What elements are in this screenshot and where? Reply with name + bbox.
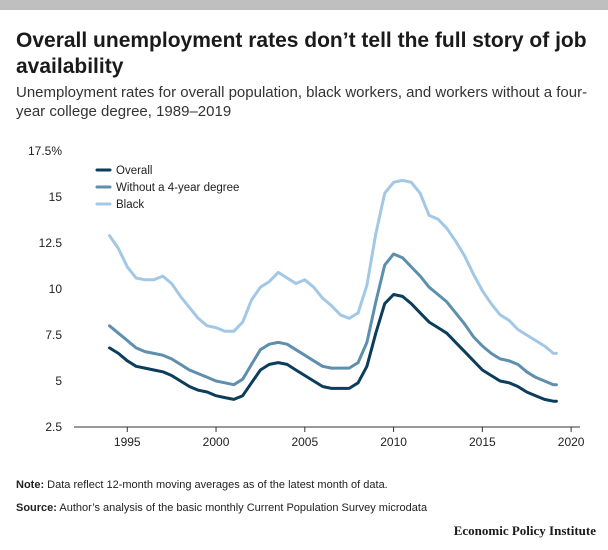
chart-title: Overall unemployment rates don’t tell th… bbox=[16, 29, 587, 78]
x-tick-label: 2020 bbox=[558, 435, 585, 449]
y-tick-label: 2.5 bbox=[45, 420, 62, 434]
note-line: Note: Data reflect 12-month moving avera… bbox=[16, 478, 596, 492]
y-tick-label: 15 bbox=[49, 190, 63, 204]
x-tick-label: 1995 bbox=[114, 435, 141, 449]
series-line-1 bbox=[108, 293, 558, 403]
y-tick-label: 10 bbox=[49, 282, 63, 296]
legend-label: Overall bbox=[116, 165, 152, 177]
series-line-3 bbox=[108, 178, 558, 355]
y-tick-label: 5 bbox=[55, 374, 62, 388]
source-line: Source: Author’s analysis of the basic m… bbox=[16, 501, 596, 515]
note-text: Data reflect 12-month moving averages as… bbox=[44, 479, 388, 491]
x-tick-label: 2015 bbox=[469, 435, 496, 449]
chart-subtitle: Unemployment rates for overall populatio… bbox=[16, 84, 588, 120]
series-line-2 bbox=[108, 252, 558, 387]
source-label: Source: bbox=[16, 502, 57, 514]
x-tick-label: 2010 bbox=[380, 435, 407, 449]
legend-label: Without a 4-year degree bbox=[116, 182, 239, 194]
top-bar bbox=[0, 0, 608, 10]
x-tick-label: 2005 bbox=[291, 435, 318, 449]
brand-logo-text: Economic Policy Institute bbox=[453, 523, 596, 538]
x-tick-label: 2000 bbox=[203, 435, 230, 449]
notes-block: Note: Data reflect 12-month moving avera… bbox=[16, 478, 596, 524]
y-tick-label: 17.5% bbox=[28, 144, 62, 158]
legend-label: Black bbox=[116, 199, 144, 211]
line-chart: 2.5 5 7.5 10 12.5 15 17.5% 1995 2000 2005 2010 2015… bbox=[28, 144, 585, 449]
source-text: Author’s analysis of the basic monthly C… bbox=[56, 502, 428, 514]
note-label: Note: bbox=[16, 479, 45, 491]
y-tick-label: 7.5 bbox=[45, 328, 62, 342]
y-tick-label: 12.5 bbox=[39, 236, 63, 250]
